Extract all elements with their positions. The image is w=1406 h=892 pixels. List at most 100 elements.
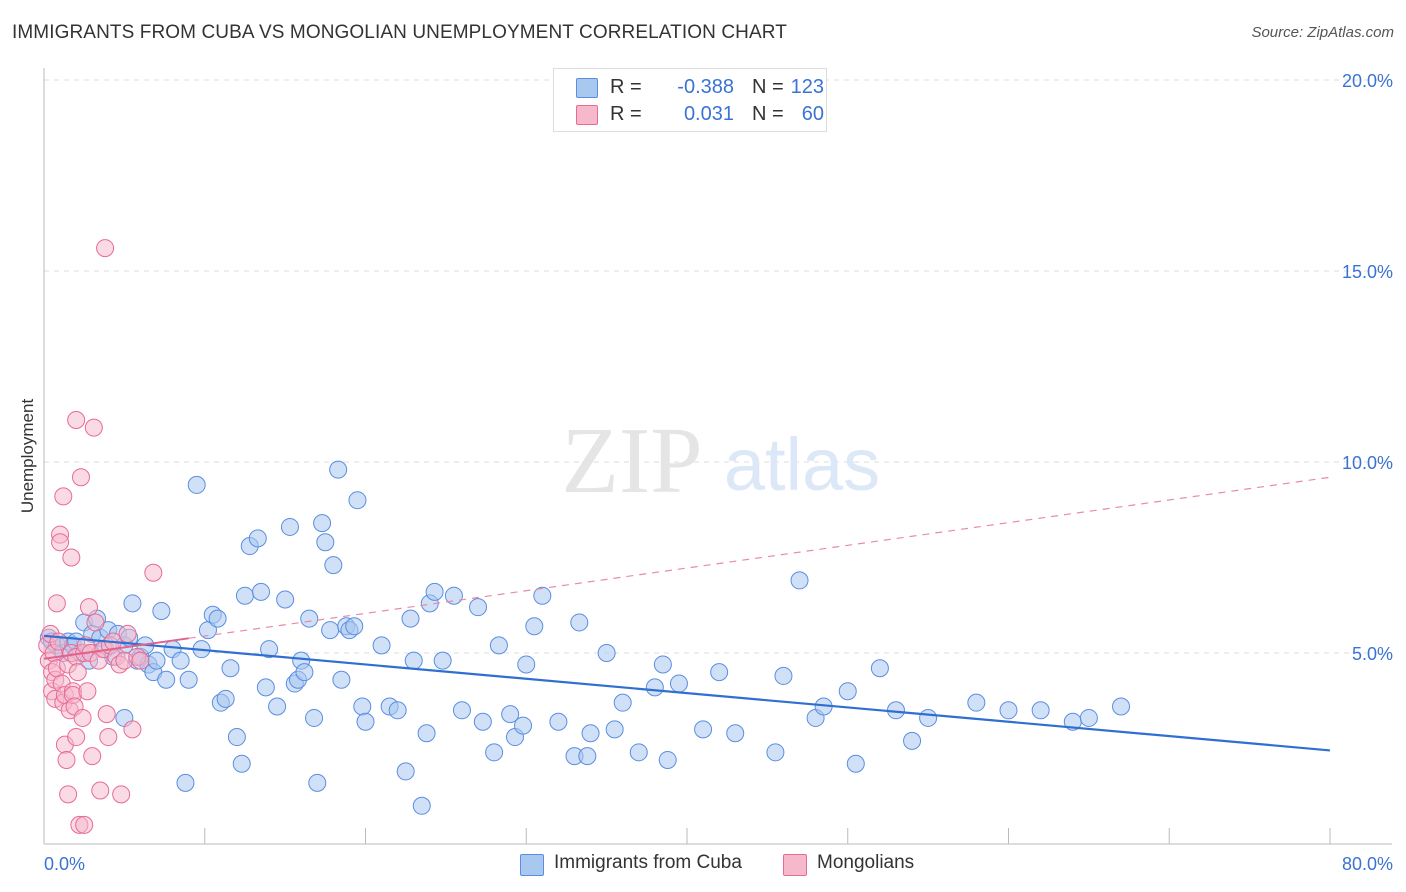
- x-tick-label: 80.0%: [1342, 854, 1393, 874]
- point-cuba: [489, 636, 508, 655]
- point-cuba: [870, 659, 889, 678]
- point-cuba: [221, 659, 240, 678]
- point-cuba: [581, 724, 600, 743]
- point-cuba: [295, 663, 314, 682]
- point-cuba: [412, 796, 431, 815]
- legend-swatch-cuba: [576, 78, 598, 98]
- legend-n-value: 123: [790, 76, 824, 98]
- point-cuba: [517, 655, 536, 674]
- point-cuba: [846, 754, 865, 773]
- point-mongolians: [51, 533, 70, 552]
- point-cuba: [216, 689, 235, 708]
- series-mongolians-points: [38, 239, 163, 834]
- point-cuba: [1112, 697, 1131, 716]
- point-cuba: [629, 743, 648, 762]
- point-cuba: [469, 598, 488, 617]
- point-mongolians: [131, 651, 150, 670]
- point-cuba: [187, 475, 206, 494]
- point-cuba: [256, 678, 275, 697]
- point-cuba: [208, 609, 227, 628]
- point-mongolians: [84, 418, 103, 437]
- point-cuba: [248, 529, 267, 548]
- y-tick-label: 20.0%: [1342, 71, 1393, 91]
- point-mongolians: [67, 410, 86, 429]
- point-cuba: [514, 716, 533, 735]
- bottom-legend-label-mongolians: Mongolians: [817, 852, 915, 873]
- point-mongolians: [73, 708, 92, 727]
- point-cuba: [388, 701, 407, 720]
- point-cuba: [694, 720, 713, 739]
- point-cuba: [645, 678, 664, 697]
- source-credit: Source: ZipAtlas.com: [1251, 24, 1394, 41]
- point-cuba: [308, 773, 327, 792]
- point-cuba: [605, 720, 624, 739]
- point-mongolians: [112, 785, 131, 804]
- point-mongolians: [75, 815, 94, 834]
- point-cuba: [179, 670, 198, 689]
- point-mongolians: [71, 468, 90, 487]
- legend-r-value: -0.388: [677, 76, 734, 98]
- y-axis-label: Unemployment: [18, 398, 37, 514]
- point-cuba: [321, 621, 340, 640]
- point-mongolians: [83, 747, 102, 766]
- point-cuba: [280, 517, 299, 536]
- point-mongolians: [67, 728, 86, 747]
- legend-n-value: 60: [801, 103, 824, 125]
- point-cuba: [597, 644, 616, 662]
- point-cuba: [473, 712, 492, 731]
- point-cuba: [653, 655, 672, 674]
- point-mongolians: [68, 663, 87, 682]
- point-mongolians: [59, 785, 78, 804]
- point-cuba: [669, 674, 688, 693]
- point-cuba: [235, 586, 254, 605]
- point-cuba: [372, 636, 391, 655]
- point-cuba: [316, 533, 335, 552]
- series-cuba-points: [39, 460, 1131, 815]
- point-cuba: [324, 556, 343, 575]
- point-cuba: [578, 747, 597, 766]
- point-cuba: [252, 582, 271, 601]
- point-cuba: [1031, 701, 1050, 720]
- point-cuba: [838, 682, 857, 701]
- point-cuba: [260, 640, 279, 659]
- watermark-atlas: atlas: [724, 423, 880, 506]
- legend-swatch-mongolians: [576, 105, 598, 125]
- point-mongolians: [96, 239, 115, 258]
- point-cuba: [176, 773, 195, 792]
- point-mongolians: [86, 613, 105, 632]
- point-cuba: [171, 651, 190, 670]
- point-cuba: [549, 712, 568, 731]
- y-tick-label: 15.0%: [1342, 262, 1393, 282]
- point-cuba: [444, 586, 463, 605]
- point-cuba: [790, 571, 809, 590]
- point-cuba: [152, 601, 171, 620]
- point-cuba: [533, 586, 552, 605]
- point-mongolians: [80, 598, 99, 617]
- point-cuba: [967, 693, 986, 712]
- point-cuba: [501, 705, 520, 724]
- point-cuba: [903, 731, 922, 750]
- x-tick-label: 0.0%: [44, 854, 85, 874]
- point-cuba: [919, 708, 938, 727]
- tick-labels: 5.0% 10.0% 15.0% 20.0% 0.0% 80.0%: [44, 71, 1393, 874]
- point-cuba: [570, 613, 589, 632]
- point-mongolians: [91, 781, 110, 800]
- point-mongolians: [97, 705, 116, 724]
- point-cuba: [433, 651, 452, 670]
- point-cuba: [157, 670, 176, 689]
- legend-n-label: N =: [752, 103, 784, 125]
- point-cuba: [396, 762, 415, 781]
- point-mongolians: [62, 548, 81, 567]
- legend-r-label: R =: [610, 103, 642, 125]
- trend-lines: [43, 476, 1331, 752]
- point-cuba: [425, 582, 444, 601]
- point-cuba: [227, 728, 246, 747]
- point-cuba: [417, 724, 436, 743]
- point-cuba: [485, 743, 504, 762]
- point-cuba: [147, 651, 166, 670]
- point-cuba: [300, 609, 319, 628]
- point-mongolians: [54, 487, 73, 506]
- point-cuba: [345, 617, 364, 636]
- point-cuba: [774, 666, 793, 685]
